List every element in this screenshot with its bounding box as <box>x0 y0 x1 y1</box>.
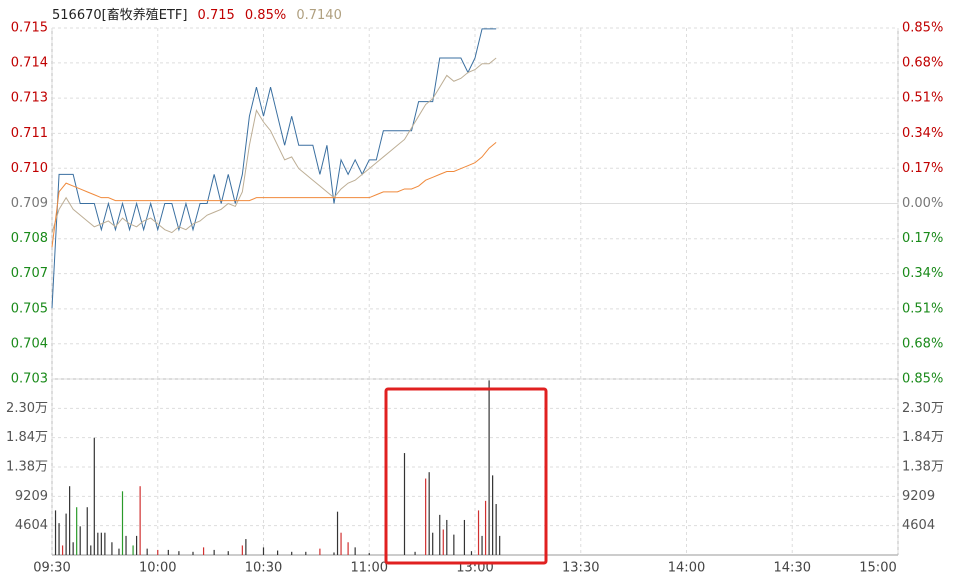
y-tick-label-right: 4604 <box>902 518 935 533</box>
y2-tick-label: 0.34% <box>902 126 943 141</box>
y-tick-label: 0.708 <box>11 231 48 246</box>
x-tick-label: 11:00 <box>351 561 388 576</box>
x-tick-label: 14:00 <box>668 561 705 576</box>
y-tick-label: 9209 <box>15 489 48 504</box>
y2-tick-label: 0.68% <box>902 336 943 351</box>
x-tick-label: 14:30 <box>774 561 811 576</box>
change-pct: 0.85% <box>245 8 286 23</box>
y2-tick-label: 0.34% <box>902 266 943 281</box>
x-tick-label: 15:00 <box>859 561 896 576</box>
y-tick-label: 0.713 <box>11 91 48 106</box>
y2-tick-label: 0.68% <box>902 56 943 71</box>
y2-tick-label: 0.85% <box>902 21 943 36</box>
y2-tick-label: 0.17% <box>902 161 943 176</box>
x-tick-label: 10:00 <box>139 561 176 576</box>
security-name: 516670[畜牧养殖ETF] <box>52 7 187 23</box>
x-tick-label: 09:30 <box>33 561 70 576</box>
y-tick-label: 4604 <box>15 518 48 533</box>
last-price: 0.715 <box>198 8 235 23</box>
price-line <box>51 28 497 309</box>
y-tick-label-right: 9209 <box>902 489 935 504</box>
y2-tick-label: 0.00% <box>902 196 943 211</box>
y-tick-label: 0.711 <box>11 126 48 141</box>
x-tick-label: 13:30 <box>562 561 599 576</box>
price-line <box>51 141 497 248</box>
y-tick-label: 1.38万 <box>6 459 48 474</box>
y-tick-label: 1.84万 <box>6 430 48 445</box>
y-tick-label: 0.705 <box>11 301 48 316</box>
plot-layer: 09:30 10:00 10:30 11:00 13:00 13:30 14:00 14:30… <box>6 21 944 576</box>
x-tick-label: 10:30 <box>245 561 282 576</box>
y-tick-label-right: 1.84万 <box>902 430 944 445</box>
header: 516670[畜牧养殖ETF] 0.715 0.85% 0.7140 <box>52 7 342 23</box>
y-tick-label: 2.30万 <box>6 401 48 416</box>
y-tick-label: 0.714 <box>11 55 48 70</box>
y-tick-label: 0.703 <box>11 372 48 387</box>
highlight-box <box>384 387 548 565</box>
y2-tick-label: 0.85% <box>902 372 943 387</box>
y-tick-label: 0.710 <box>11 161 48 176</box>
y2-tick-label: 0.17% <box>902 231 943 246</box>
y-tick-label-right: 2.30万 <box>902 401 944 416</box>
price-line <box>51 57 497 234</box>
y-tick-label: 0.704 <box>11 336 48 351</box>
y2-tick-label: 0.51% <box>902 301 943 316</box>
y2-tick-label: 0.51% <box>902 91 943 106</box>
y-tick-label: 0.707 <box>11 266 48 281</box>
y-tick-label: 0.715 <box>11 21 48 36</box>
y-tick-label-right: 1.38万 <box>902 459 944 474</box>
iopv: 0.7140 <box>296 8 342 23</box>
y-tick-label: 0.709 <box>11 196 48 211</box>
